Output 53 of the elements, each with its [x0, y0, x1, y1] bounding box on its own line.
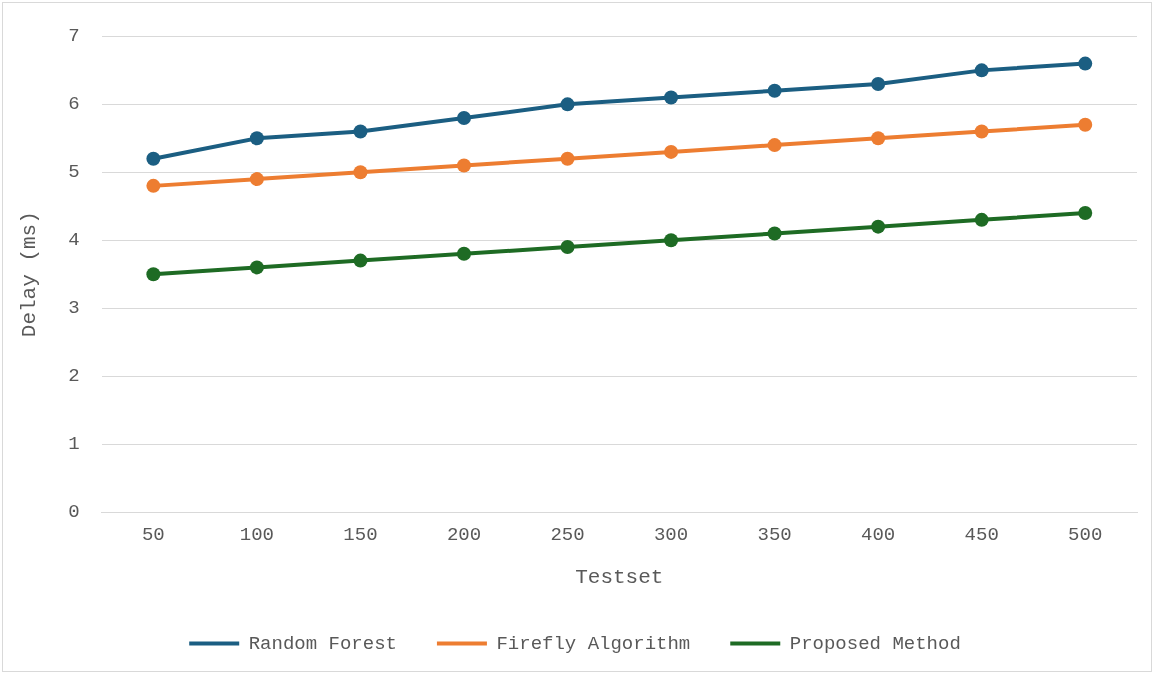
legend-label: Proposed Method [789, 632, 961, 655]
point [871, 76, 886, 91]
point [249, 172, 264, 187]
x-axis-title: Testset [575, 565, 664, 589]
x-tick-label: 200 [446, 524, 482, 547]
point [871, 131, 886, 146]
y-tick-label: 3 [68, 297, 80, 320]
x-tick-label: 450 [964, 524, 999, 547]
y-tick-label: 2 [68, 365, 80, 388]
point [664, 90, 679, 105]
point [353, 253, 368, 268]
point [1078, 206, 1093, 221]
x-tick-label: 500 [1068, 524, 1103, 547]
y-axis-title: Delay (ms) [18, 211, 42, 338]
x-tick-label: 350 [757, 524, 792, 547]
y-tick-label: 0 [68, 501, 80, 524]
point [560, 240, 575, 255]
point [974, 124, 989, 139]
point [974, 212, 989, 227]
y-tick-label: 4 [68, 229, 80, 252]
y-tick-label: 5 [68, 161, 80, 184]
point [353, 165, 368, 180]
x-tick-label: 100 [239, 524, 275, 547]
point [456, 158, 471, 173]
point [146, 178, 161, 193]
point [664, 144, 679, 159]
y-tick-label: 1 [68, 433, 80, 456]
point [146, 151, 161, 166]
point [560, 97, 575, 112]
point [974, 63, 989, 78]
point [249, 131, 264, 146]
point [353, 124, 368, 139]
point [767, 226, 782, 241]
legend-label: Random Forest [248, 632, 397, 655]
x-tick-label: 150 [343, 524, 378, 547]
point [560, 151, 575, 166]
x-tick-label: 300 [653, 524, 689, 547]
point [767, 83, 782, 98]
point [664, 233, 679, 248]
point [456, 246, 471, 261]
x-tick-label: 50 [141, 524, 165, 547]
y-tick-label: 7 [68, 25, 80, 48]
point [456, 110, 471, 125]
point [871, 219, 886, 234]
point [249, 260, 264, 275]
point [146, 267, 161, 282]
point [1078, 117, 1093, 132]
point [1078, 56, 1093, 71]
x-tick-label: 250 [550, 524, 585, 547]
y-tick-label: 6 [68, 93, 80, 116]
legend-label: Firefly Algorithm [496, 632, 691, 655]
x-tick-label: 400 [861, 524, 896, 547]
point [767, 138, 782, 153]
